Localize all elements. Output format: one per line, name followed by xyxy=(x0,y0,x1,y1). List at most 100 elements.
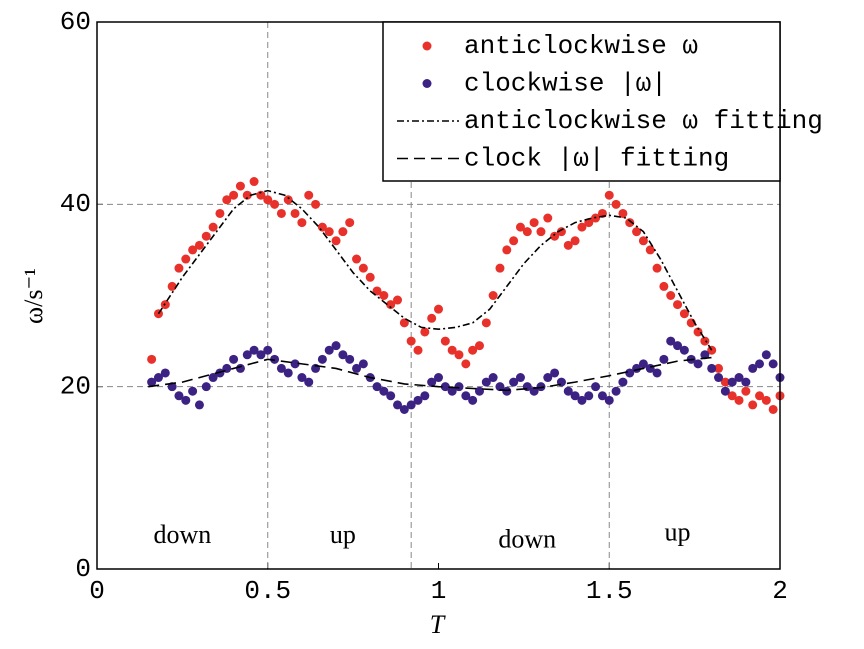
scatter-point xyxy=(290,359,300,369)
scatter-point xyxy=(399,404,409,414)
scatter-point xyxy=(276,208,286,218)
annotation: up xyxy=(665,517,691,546)
scatter-point xyxy=(420,391,430,401)
y-tick-label: 0 xyxy=(75,554,91,584)
scatter-point xyxy=(434,373,443,383)
legend: anticlockwise ω clockwise |ω| anticlockwis… xyxy=(382,21,823,182)
scatter-point xyxy=(550,368,560,378)
scatter-point xyxy=(427,377,437,387)
scatter-point xyxy=(755,391,765,401)
scatter-point xyxy=(174,391,184,401)
scatter-point xyxy=(208,373,218,383)
scatter-point xyxy=(440,336,450,346)
x-tick-label: 2 xyxy=(772,576,788,606)
scatter-point xyxy=(338,350,348,360)
scatter-point xyxy=(768,404,778,414)
scatter-point xyxy=(229,354,239,364)
scatter-point xyxy=(659,354,669,364)
scatter-point xyxy=(454,350,464,360)
scatter-point xyxy=(468,395,478,405)
scatter-point xyxy=(406,400,416,410)
scatter-point xyxy=(297,218,307,228)
scatter-point xyxy=(256,190,266,200)
scatter-point xyxy=(474,341,484,351)
legend-label: anticlockwise ω xyxy=(464,31,698,61)
scatter-point xyxy=(235,363,245,373)
scatter-point xyxy=(153,373,163,383)
scatter-point xyxy=(222,195,232,205)
scatter-point xyxy=(714,363,724,373)
scatter-point xyxy=(700,336,710,346)
legend-label: clockwise |ω| xyxy=(464,68,667,98)
scatter-point xyxy=(188,386,198,396)
scatter-point xyxy=(379,386,389,396)
scatter-point xyxy=(242,190,252,200)
scatter-point xyxy=(741,386,751,396)
y-tick-label: 40 xyxy=(60,189,91,219)
scatter-point xyxy=(194,400,204,410)
scatter-point xyxy=(577,222,587,232)
scatter-point xyxy=(734,373,744,383)
scatter-point xyxy=(673,341,683,351)
scatter-point xyxy=(550,231,560,241)
scatter-point xyxy=(693,327,703,337)
scatter-point xyxy=(345,218,355,228)
scatter-point xyxy=(515,373,525,383)
scatter-point xyxy=(372,286,382,296)
x-tick-label: 0 xyxy=(89,576,105,606)
scatter-point xyxy=(427,313,437,323)
scatter-point xyxy=(625,368,635,378)
scatter-point xyxy=(386,391,396,401)
scatter-point xyxy=(734,395,744,405)
legend-marker xyxy=(422,79,432,88)
scatter-point xyxy=(174,263,184,273)
scatter-point xyxy=(454,382,464,392)
scatter-point xyxy=(570,391,580,401)
scatter-point xyxy=(447,386,457,396)
scatter-point xyxy=(638,359,648,369)
annotation: up xyxy=(330,520,356,549)
scatter-point xyxy=(283,195,293,205)
scatter-point xyxy=(543,373,553,383)
scatter-point xyxy=(249,177,259,187)
legend-box xyxy=(382,21,781,182)
scatter-point xyxy=(352,363,362,373)
scatter-point xyxy=(509,377,519,387)
scatter-point xyxy=(761,395,771,405)
scatter-point xyxy=(311,199,321,209)
scatter-point xyxy=(563,386,573,396)
scatter-point xyxy=(679,345,689,355)
scatter-point xyxy=(659,281,669,291)
scatter-point xyxy=(242,350,252,360)
scatter-point xyxy=(618,208,628,218)
fit-line xyxy=(157,189,713,351)
x-tick-label: 1 xyxy=(431,576,447,606)
scatter-point xyxy=(365,272,375,282)
scatter-point xyxy=(386,300,396,310)
scatter-point xyxy=(529,218,539,228)
scatter-point xyxy=(290,208,300,218)
scatter-point xyxy=(611,199,621,209)
scatter-point xyxy=(700,350,710,360)
scatter-point xyxy=(338,227,348,237)
scatter-point xyxy=(440,382,450,392)
scatter-point xyxy=(741,377,751,387)
scatter-point xyxy=(283,368,293,378)
scatter-point xyxy=(495,263,505,273)
scatter-point xyxy=(474,386,484,396)
scatter-point xyxy=(502,245,512,255)
scatter-point xyxy=(577,395,587,405)
scatter-point xyxy=(679,309,689,319)
scatter-point xyxy=(393,295,403,305)
scatter-point xyxy=(324,345,334,355)
scatter-point xyxy=(235,181,245,191)
x-tick-label: 1.5 xyxy=(586,576,633,606)
scatter-point xyxy=(488,291,498,300)
scatter-point xyxy=(181,254,191,264)
scatter-point xyxy=(748,400,758,410)
legend-label: anticlockwise ω fitting xyxy=(464,106,823,136)
scatter-point xyxy=(345,354,355,364)
scatter-point xyxy=(194,240,204,250)
scatter-point xyxy=(604,190,614,200)
x-axis-label: T xyxy=(430,610,446,639)
